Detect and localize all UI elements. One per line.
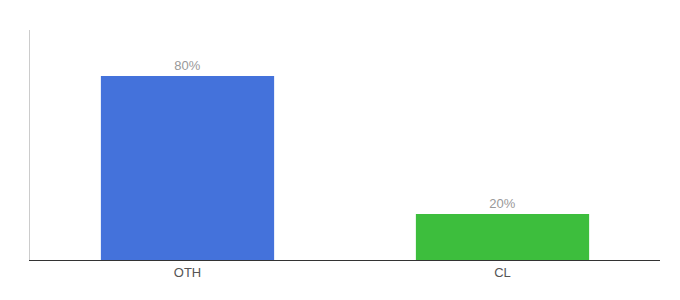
svg-text:20%: 20% bbox=[489, 196, 515, 211]
svg-text:CL: CL bbox=[494, 265, 511, 280]
svg-text:80%: 80% bbox=[174, 58, 200, 73]
svg-text:OTH: OTH bbox=[174, 265, 201, 280]
